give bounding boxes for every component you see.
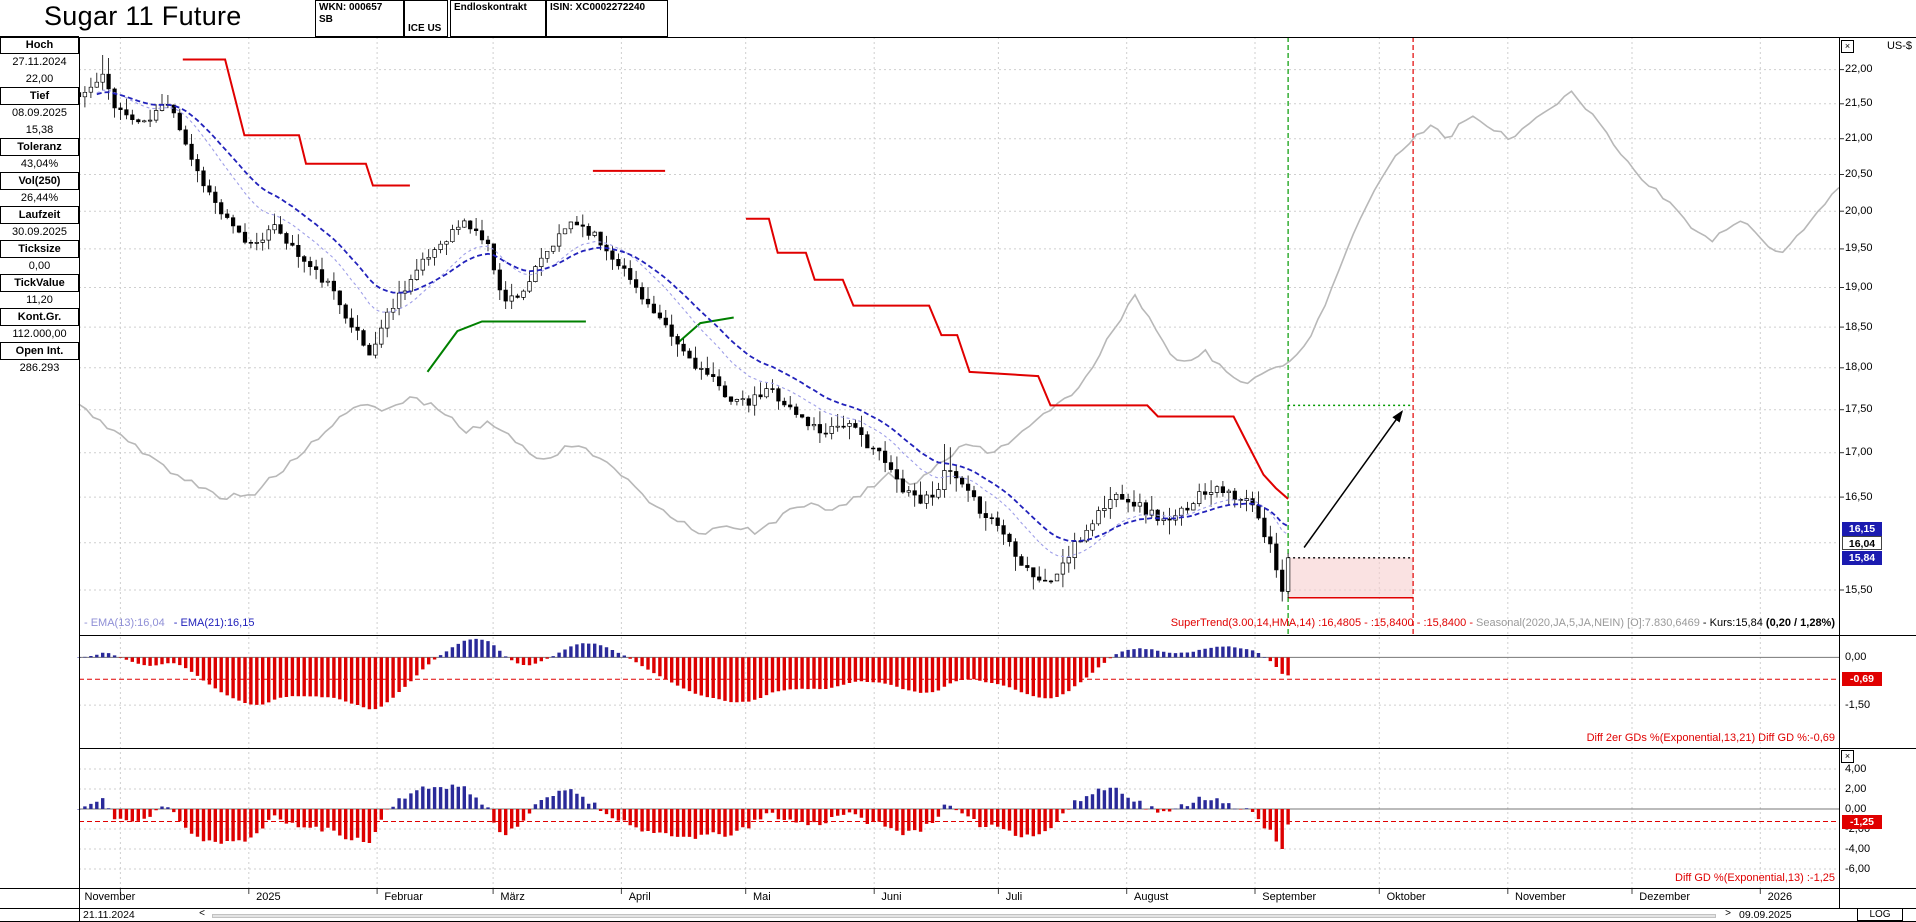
price-tag: 15,84 [1842, 550, 1882, 565]
time-axis-month-label: Oktober [1386, 891, 1426, 903]
horizontal-scrollbar[interactable] [212, 914, 1716, 918]
info-label: Ticksize [0, 240, 79, 258]
time-axis-divider [0, 888, 1916, 889]
info-value: 43,04% [20, 158, 59, 170]
ema21-legend-label: - EMA(21):16,15 [173, 617, 255, 629]
time-axis-month-label: 2026 [1767, 891, 1793, 903]
info-label: Laufzeit [0, 206, 79, 224]
scrollbar-divider [0, 908, 1916, 909]
price-tag: 16,15 [1842, 522, 1882, 536]
page-title: Sugar 11 Future [44, 1, 242, 31]
info-value: 0,00 [28, 260, 51, 272]
kurs-change-label: (0,20 / 1,28%) [1765, 617, 1835, 629]
info-value: 30.09.2025 [11, 226, 68, 238]
price-axis-label: 19,50 [1845, 242, 1873, 255]
header-divider [0, 37, 1916, 38]
sub2-axis-label: -6,00 [1845, 862, 1871, 875]
time-axis-month-label: 2025 [256, 891, 281, 903]
close-sub2-chart-icon[interactable]: × [1841, 750, 1854, 763]
range-end-date: 09.09.2025 [1739, 909, 1792, 921]
sub1-axis-label: 0,00 [1845, 650, 1867, 663]
info-value: 26,44% [20, 192, 59, 204]
sub2-axis-label: -4,00 [1845, 842, 1871, 855]
sub2-axis-label: 0,00 [1845, 802, 1867, 815]
scroll-right-button[interactable]: > [1725, 908, 1731, 919]
price-axis-label: 17,50 [1845, 403, 1873, 416]
currency-label: US-$ [1886, 40, 1912, 52]
price-axis-label: 20,50 [1845, 168, 1873, 180]
info-label: TickValue [0, 274, 79, 292]
scroll-left-button[interactable]: < [199, 908, 205, 919]
supertrend-legend-label: SuperTrend(3.00,14,HMA,14) :16,4805 - :1… [1170, 617, 1473, 629]
header-cell-0: WKN: 000657 SB [315, 0, 404, 37]
price-axis-label: 18,50 [1845, 320, 1873, 333]
log-scale-button[interactable]: LOG [1857, 908, 1903, 921]
range-start-date: 21.11.2024 [83, 909, 135, 921]
price-tag: 16,04 [1842, 536, 1882, 550]
sub2-axis-label: 4,00 [1845, 762, 1867, 775]
sub2-axis-label: 2,00 [1845, 782, 1867, 795]
time-axis-month-label: November [84, 891, 136, 903]
header-cell-1: ICE US [404, 0, 448, 37]
price-axis-label: 21,50 [1845, 97, 1873, 110]
price-axis-label: 21,00 [1845, 132, 1873, 145]
kurs-legend-label: - Kurs:15,84 [1702, 617, 1763, 629]
sub2-indicator-label: Diff GD %(Exponential,13) :-1,25 [1675, 872, 1835, 884]
info-label: Toleranz [0, 138, 79, 156]
ema13-legend-label: - EMA(13):16,04 [84, 617, 165, 629]
time-axis-month-label: März [500, 891, 525, 903]
info-value: 15,38 [25, 124, 54, 136]
price-axis-label: 20,00 [1845, 204, 1873, 217]
close-main-chart-icon[interactable]: × [1841, 40, 1854, 53]
info-label: Vol(250) [0, 172, 79, 190]
info-label: Open Int. [0, 342, 79, 360]
sub1-value-tag: -0,69 [1842, 672, 1882, 687]
time-axis-month-label: April [628, 891, 651, 903]
indicator-legend: SuperTrend(3.00,14,HMA,14) :16,4805 - :1… [1171, 617, 1835, 629]
price-axis-border [1839, 37, 1840, 908]
price-axis-label: 15,50 [1845, 583, 1873, 596]
sub2-value-tag: -1,25 [1842, 814, 1882, 829]
time-axis-month-label: Mai [753, 891, 771, 903]
time-axis-month-label: November [1515, 891, 1566, 903]
info-value: 27.11.2024 [12, 56, 67, 68]
price-axis-label: 22,00 [1845, 63, 1873, 76]
price-axis-label: 17,00 [1845, 446, 1873, 459]
ema-legend: - EMA(13):16,04 - EMA(21):16,15 [84, 617, 254, 629]
time-axis-month-label: August [1134, 891, 1169, 903]
time-axis-month-label: Februar [384, 891, 423, 903]
info-value: 112.000,00 [12, 328, 67, 340]
price-axis-label: 18,00 [1845, 361, 1873, 374]
info-label: Hoch [0, 36, 79, 54]
info-value: 22,00 [25, 73, 54, 85]
sub1-axis-label: -1,50 [1845, 698, 1871, 711]
seasonal-legend-label: Seasonal(2020,JA,5,JA,NEIN) [O]:7.830,64… [1476, 617, 1700, 629]
time-axis-month-label: Dezember [1639, 891, 1691, 903]
info-value: 286.293 [19, 362, 60, 374]
info-label: Tief [0, 87, 79, 105]
panel-divider-1 [79, 635, 1916, 636]
info-label: Kont.Gr. [0, 308, 79, 326]
time-axis-month-label: September [1262, 891, 1317, 903]
time-axis-month-label: Juli [1005, 891, 1023, 903]
time-axis-month-label: Juni [881, 891, 902, 903]
instrument-info-panel: Hoch 27.11.2024 22,00 Tief 08.09.2025 15,38 To… [0, 36, 79, 377]
panel-divider-2 [79, 748, 1916, 749]
sub1-indicator-label: Diff 2er GDs %(Exponential,13,21) Diff G… [1586, 732, 1835, 744]
header-cell-3: ISIN: XC0002272240 [546, 0, 668, 37]
info-panel-border [79, 37, 80, 922]
price-axis-label: 16,50 [1845, 490, 1873, 503]
header-cell-2: Endloskontrakt [450, 0, 546, 37]
info-value: 11,20 [26, 294, 53, 306]
info-value: 08.09.2025 [11, 107, 68, 119]
price-axis-label: 19,00 [1845, 281, 1873, 293]
